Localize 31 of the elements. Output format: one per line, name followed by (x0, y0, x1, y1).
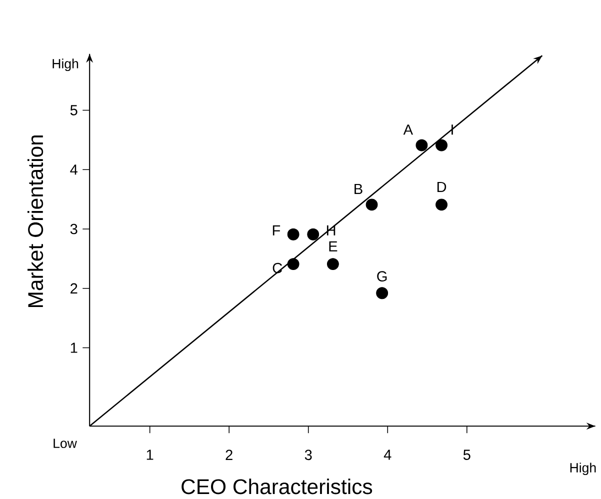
annotation: C (272, 263, 282, 274)
annotation: B (354, 184, 362, 194)
x-tick-label: 3 (304, 450, 312, 460)
y-tick-label: 5 (70, 105, 78, 116)
y-tick-label: 1 (70, 342, 78, 353)
annotation: E (329, 242, 338, 252)
point (287, 258, 300, 270)
text: High (52, 58, 78, 72)
y-tick-label: 2 (70, 283, 78, 294)
point (307, 228, 320, 240)
point (416, 139, 428, 152)
point (366, 198, 378, 211)
x-tick-label: 1 (146, 450, 154, 460)
y-tick-label: 3 (70, 224, 78, 234)
text: Low (54, 438, 77, 448)
x-axis-title: CEO Characteristics (182, 478, 372, 494)
annotation: G (377, 271, 387, 282)
point (376, 287, 388, 300)
annotation: F (272, 226, 280, 236)
annotation: D (437, 182, 446, 192)
annotation: A (403, 124, 413, 135)
y-tick-label: 4 (70, 164, 78, 175)
y-axis-title: Market Orientation (28, 136, 44, 308)
point (326, 258, 339, 270)
point (436, 198, 448, 211)
text: High (570, 462, 596, 476)
x-tick-label: 2 (226, 450, 232, 460)
point (287, 228, 300, 240)
x-tick-label: 5 (463, 450, 470, 460)
point (436, 139, 448, 152)
x-tick-label: 4 (384, 450, 392, 460)
